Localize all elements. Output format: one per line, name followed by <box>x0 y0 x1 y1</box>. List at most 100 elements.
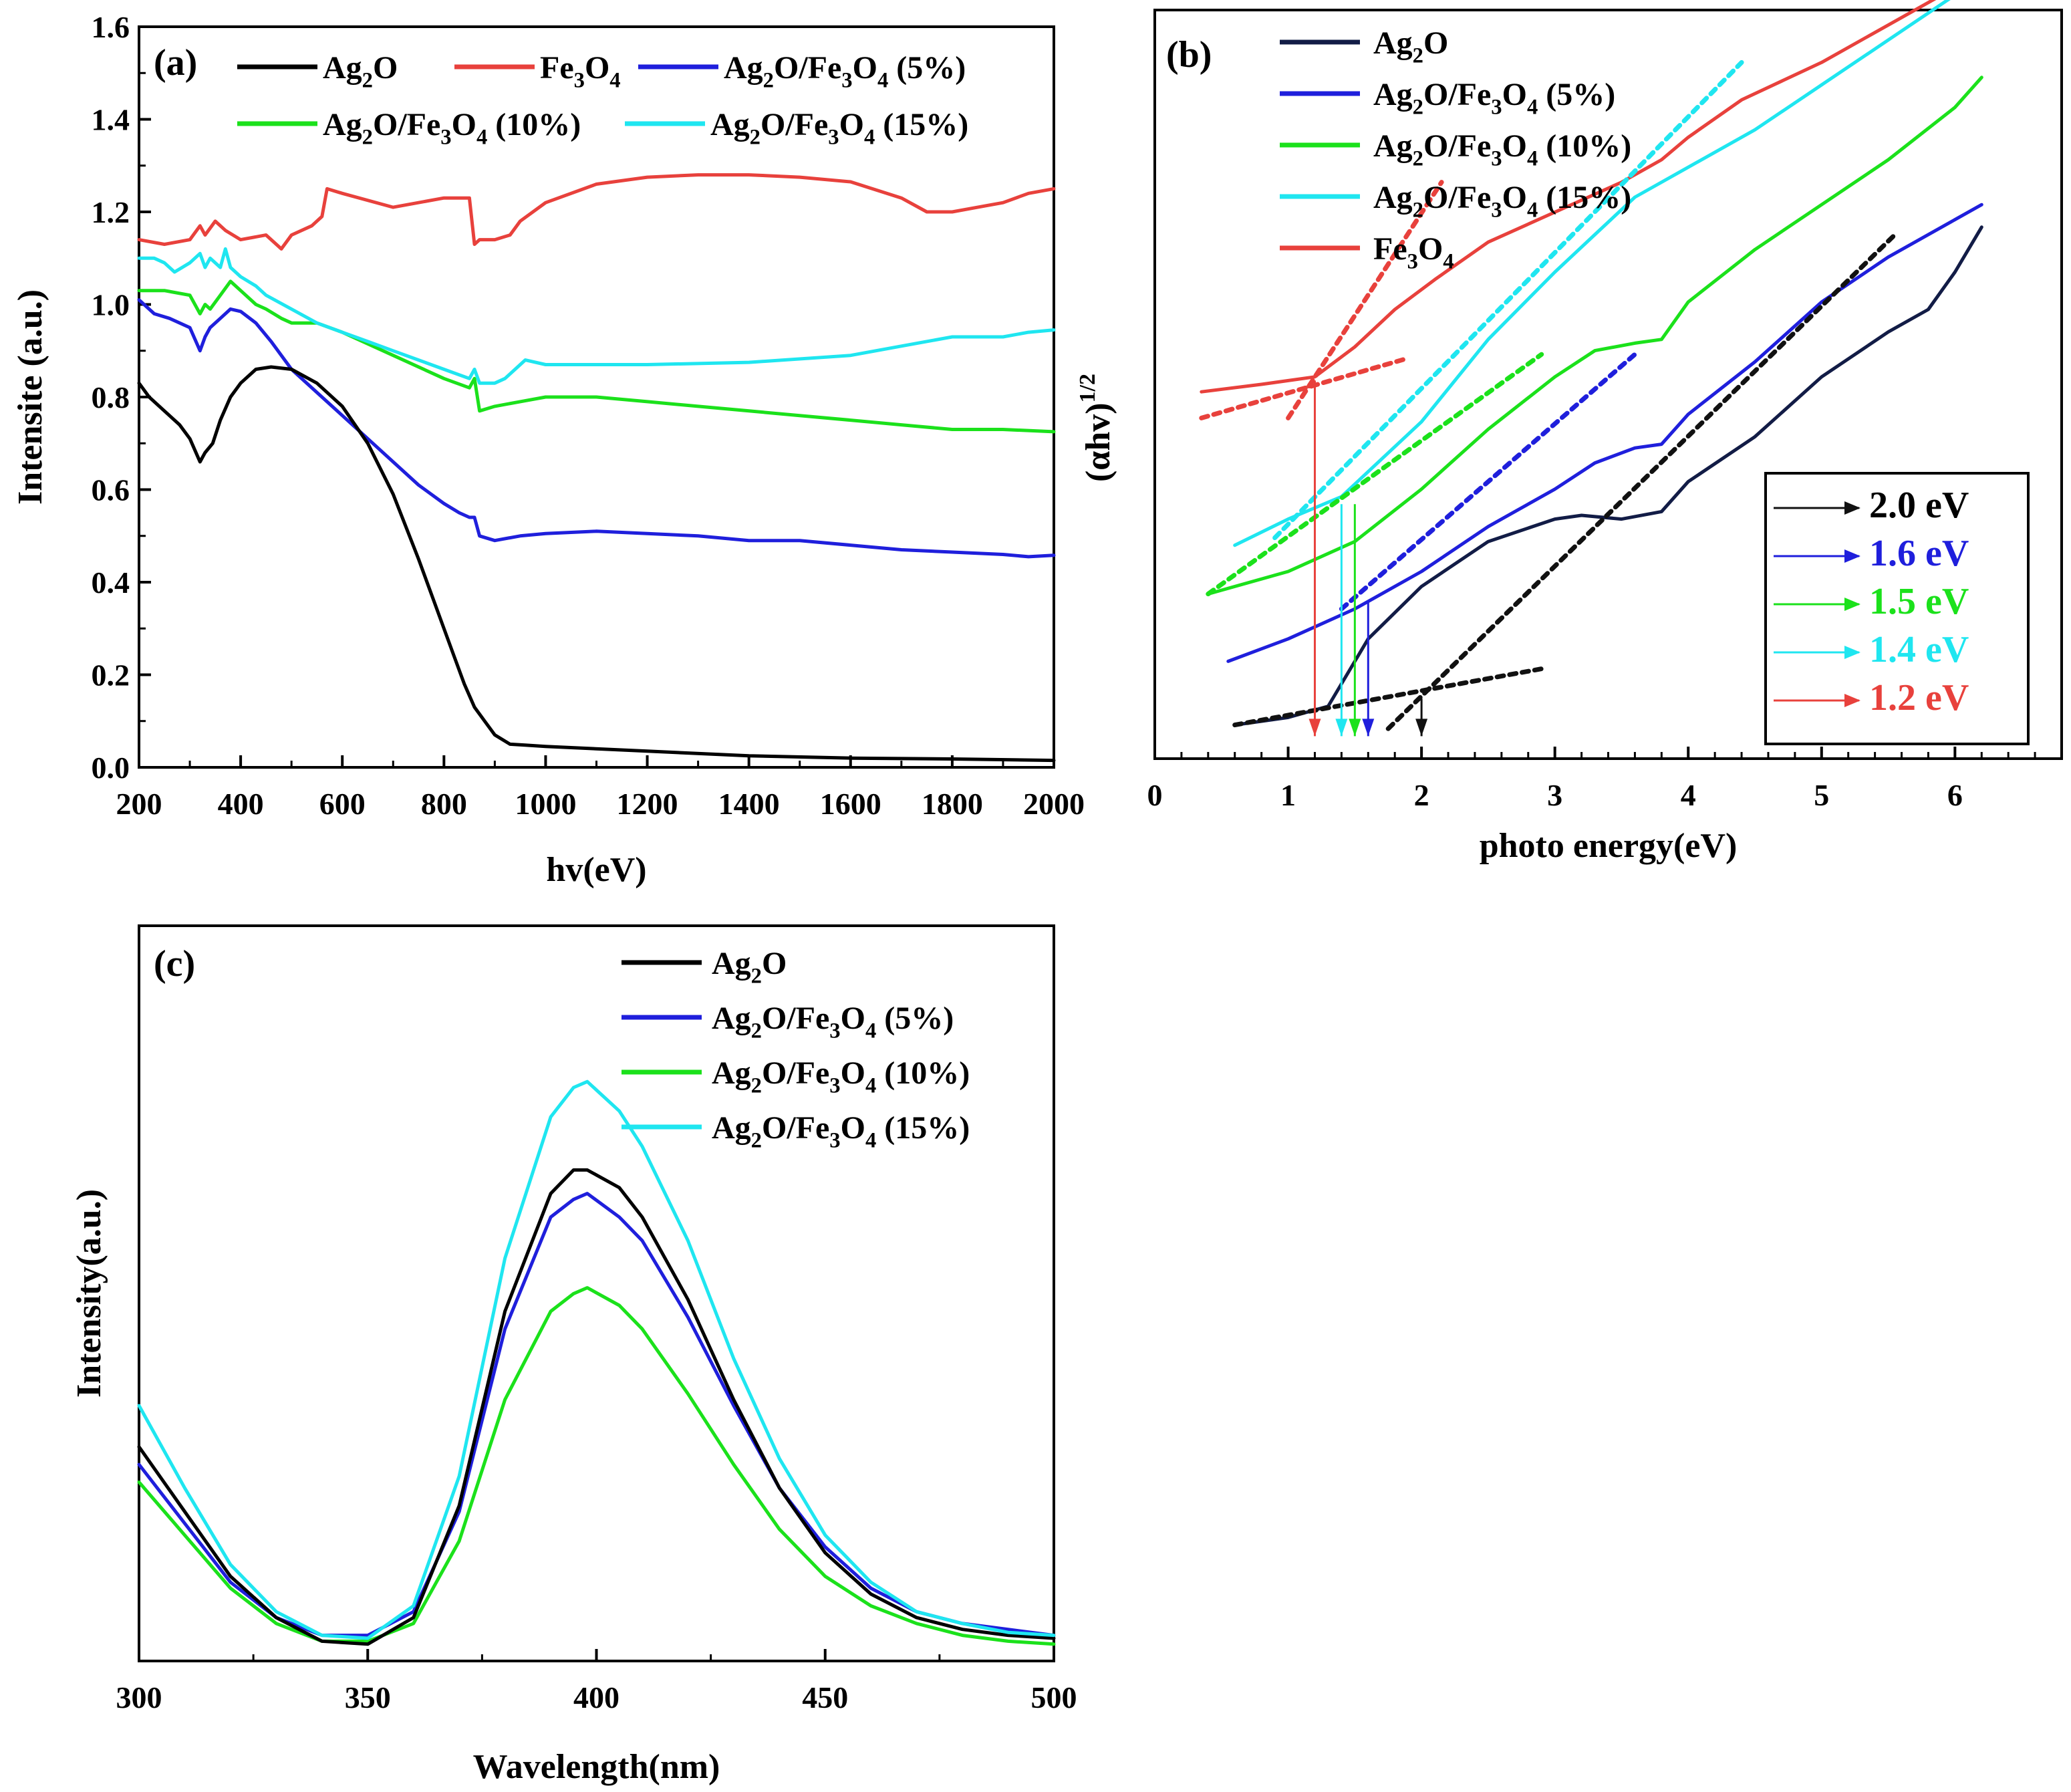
y-tick-label: 0.0 <box>92 751 130 785</box>
formula-part: O/Fe <box>1423 77 1491 112</box>
subscript: 2 <box>750 125 761 149</box>
subscript: 3 <box>440 125 451 149</box>
x-tick-label: 1400 <box>718 787 780 821</box>
formula-part: Fe <box>540 50 574 86</box>
formula-part: O <box>841 1055 865 1091</box>
formula-part: O/Fe <box>1423 128 1491 164</box>
x-tick-label: 2 <box>1414 778 1429 812</box>
tangent-ag2o-fe3o4-15 <box>1272 59 1744 541</box>
subscript: 2 <box>751 1073 762 1098</box>
legend-label-ag2o-fe3o4-15: Ag2O/Fe3O4 (15%) <box>1373 180 1631 222</box>
y-axis-label: Intensite (a.u.) <box>11 289 49 505</box>
series-ag2o-fe3o4-10 <box>137 279 1056 434</box>
formula-part: (5%) <box>1538 77 1615 112</box>
bandgap-legend-arrow-icon <box>1844 549 1860 563</box>
formula-part: Ag <box>712 946 751 981</box>
formula-part: (15%) <box>876 1110 970 1146</box>
formula-part: O <box>373 50 398 86</box>
formula-part: Ag <box>323 50 362 86</box>
x-tick-label: 3 <box>1547 778 1562 812</box>
legend-label-ag2o-fe3o4-5: Ag2O/Fe3O4 (5%) <box>712 1001 954 1043</box>
formula-part: (15%) <box>1538 180 1631 215</box>
subscript: 4 <box>609 68 620 92</box>
x-tick-label: 450 <box>802 1680 848 1714</box>
x-tick-label: 600 <box>319 787 366 821</box>
legend-label-fe3o4: Fe3O4 <box>1373 231 1454 273</box>
subscript: 2 <box>1413 95 1423 119</box>
subscript: 4 <box>1443 249 1454 273</box>
formula-part: Ag <box>1373 77 1413 112</box>
legend-label-ag2o-fe3o4-5: Ag2O/Fe3O4 (5%) <box>724 50 966 92</box>
subscript: 4 <box>1527 198 1538 222</box>
subscript: 3 <box>841 68 852 92</box>
legend-label-ag2o: Ag2O <box>712 946 787 988</box>
panel-letter: (a) <box>154 42 197 84</box>
legend-label-fe3o4: Fe3O4 <box>540 50 621 92</box>
bandgap-legend-label: 1.2 eV <box>1869 677 1969 719</box>
bandgap-legend-label: 1.5 eV <box>1869 581 1969 622</box>
formula-part: O/Fe <box>373 107 440 142</box>
bandgap-legend-arrow-icon <box>1844 646 1860 659</box>
subscript: 2 <box>751 1019 762 1043</box>
legend-label-ag2o-fe3o4-10: Ag2O/Fe3O4 (10%) <box>712 1055 970 1098</box>
y-tick-label: 0.6 <box>92 473 130 507</box>
subscript: 2 <box>1413 43 1423 68</box>
x-tick-label: 5 <box>1814 778 1829 812</box>
series-ag2o <box>137 1168 1056 1646</box>
panel-a: 200 400 600 800 1000 1200 1400 1600 1800 2000 0.0 0… <box>11 10 1085 889</box>
formula-part: (10%) <box>1538 128 1631 164</box>
subscript: 4 <box>476 125 487 149</box>
y-tick-label: 0.4 <box>92 565 130 600</box>
series-ag2o <box>137 365 1056 763</box>
legend-label-ag2o-fe3o4-10: Ag2O/Fe3O4 (10%) <box>323 107 581 149</box>
bandgap-legend-box <box>1764 472 2030 745</box>
series-ag2o-fe3o4-10 <box>1206 76 1983 596</box>
x-tick-label: 1 <box>1280 778 1296 812</box>
formula-part: (5%) <box>888 50 966 86</box>
y-axis-label: Intensity(a.u.) <box>70 1189 108 1398</box>
formula-part: Ag <box>1373 25 1413 61</box>
subscript: 3 <box>829 1073 840 1098</box>
formula-part: Ag <box>1373 180 1413 215</box>
formula-part: O/Fe <box>762 1055 829 1091</box>
series-ag2o-fe3o4-10 <box>137 1286 1056 1646</box>
series-ag2o-fe3o4-15 <box>137 1079 1056 1640</box>
legend-label-ag2o-b: Ag2O <box>1373 25 1448 68</box>
panel-c: 300 350 400 450 500 Wavelength(nm) Intensity(a… <box>70 924 1077 1786</box>
formula-part: (5%) <box>876 1001 954 1036</box>
subscript: 2 <box>362 68 373 92</box>
tangent-fe3o4 <box>1286 180 1444 420</box>
subscript: 4 <box>1527 146 1538 170</box>
formula-part: O <box>1423 25 1448 61</box>
formula-part: O <box>452 107 476 142</box>
formula-part: (10%) <box>876 1055 970 1091</box>
subscript: 4 <box>865 1128 876 1152</box>
series-ag2o-fe3o4-15 <box>137 247 1056 385</box>
bandgap-arrow-head-ag2o-fe3o4-10 <box>1349 719 1361 737</box>
y-tick-label: 0.2 <box>92 658 130 692</box>
y-tick-label: 1.2 <box>92 195 130 229</box>
subscript: 3 <box>828 125 839 149</box>
x-tick-label: 0 <box>1147 778 1163 812</box>
series-ag2o-fe3o4-5 <box>1226 203 1983 663</box>
subscript: 2 <box>362 125 373 149</box>
y-axis-label: (αhv)1/2 <box>1075 374 1117 482</box>
formula-part: Ag <box>712 1055 751 1091</box>
series-fe3o4 <box>1200 0 1937 394</box>
subscript: 4 <box>865 1019 876 1043</box>
legend-label-ag2o-fe3o4-10: Ag2O/Fe3O4 (10%) <box>1373 128 1631 170</box>
x-tick-label: 400 <box>218 787 264 821</box>
subscript: 2 <box>751 964 762 988</box>
legend-label-ag2o-fe3o4-15: Ag2O/Fe3O4 (15%) <box>710 107 968 149</box>
subscript: 2 <box>1413 198 1423 222</box>
subscript: 3 <box>1491 95 1502 119</box>
bandgap-legend-label: 1.4 eV <box>1869 629 1969 670</box>
bandgap-legend-arrow-icon <box>1844 501 1860 515</box>
formula-part: O <box>1502 128 1527 164</box>
subscript: 2 <box>751 1128 762 1152</box>
y-tick-label: 0.8 <box>92 380 130 414</box>
subscript: 4 <box>1527 95 1538 119</box>
subscript: 4 <box>864 125 875 149</box>
formula-part: Ag <box>712 1001 751 1036</box>
panel-b: 0 1 2 3 4 5 6 photo energy(eV) (αhv)1/2 (b) 2.0 eV… <box>1075 0 2063 865</box>
